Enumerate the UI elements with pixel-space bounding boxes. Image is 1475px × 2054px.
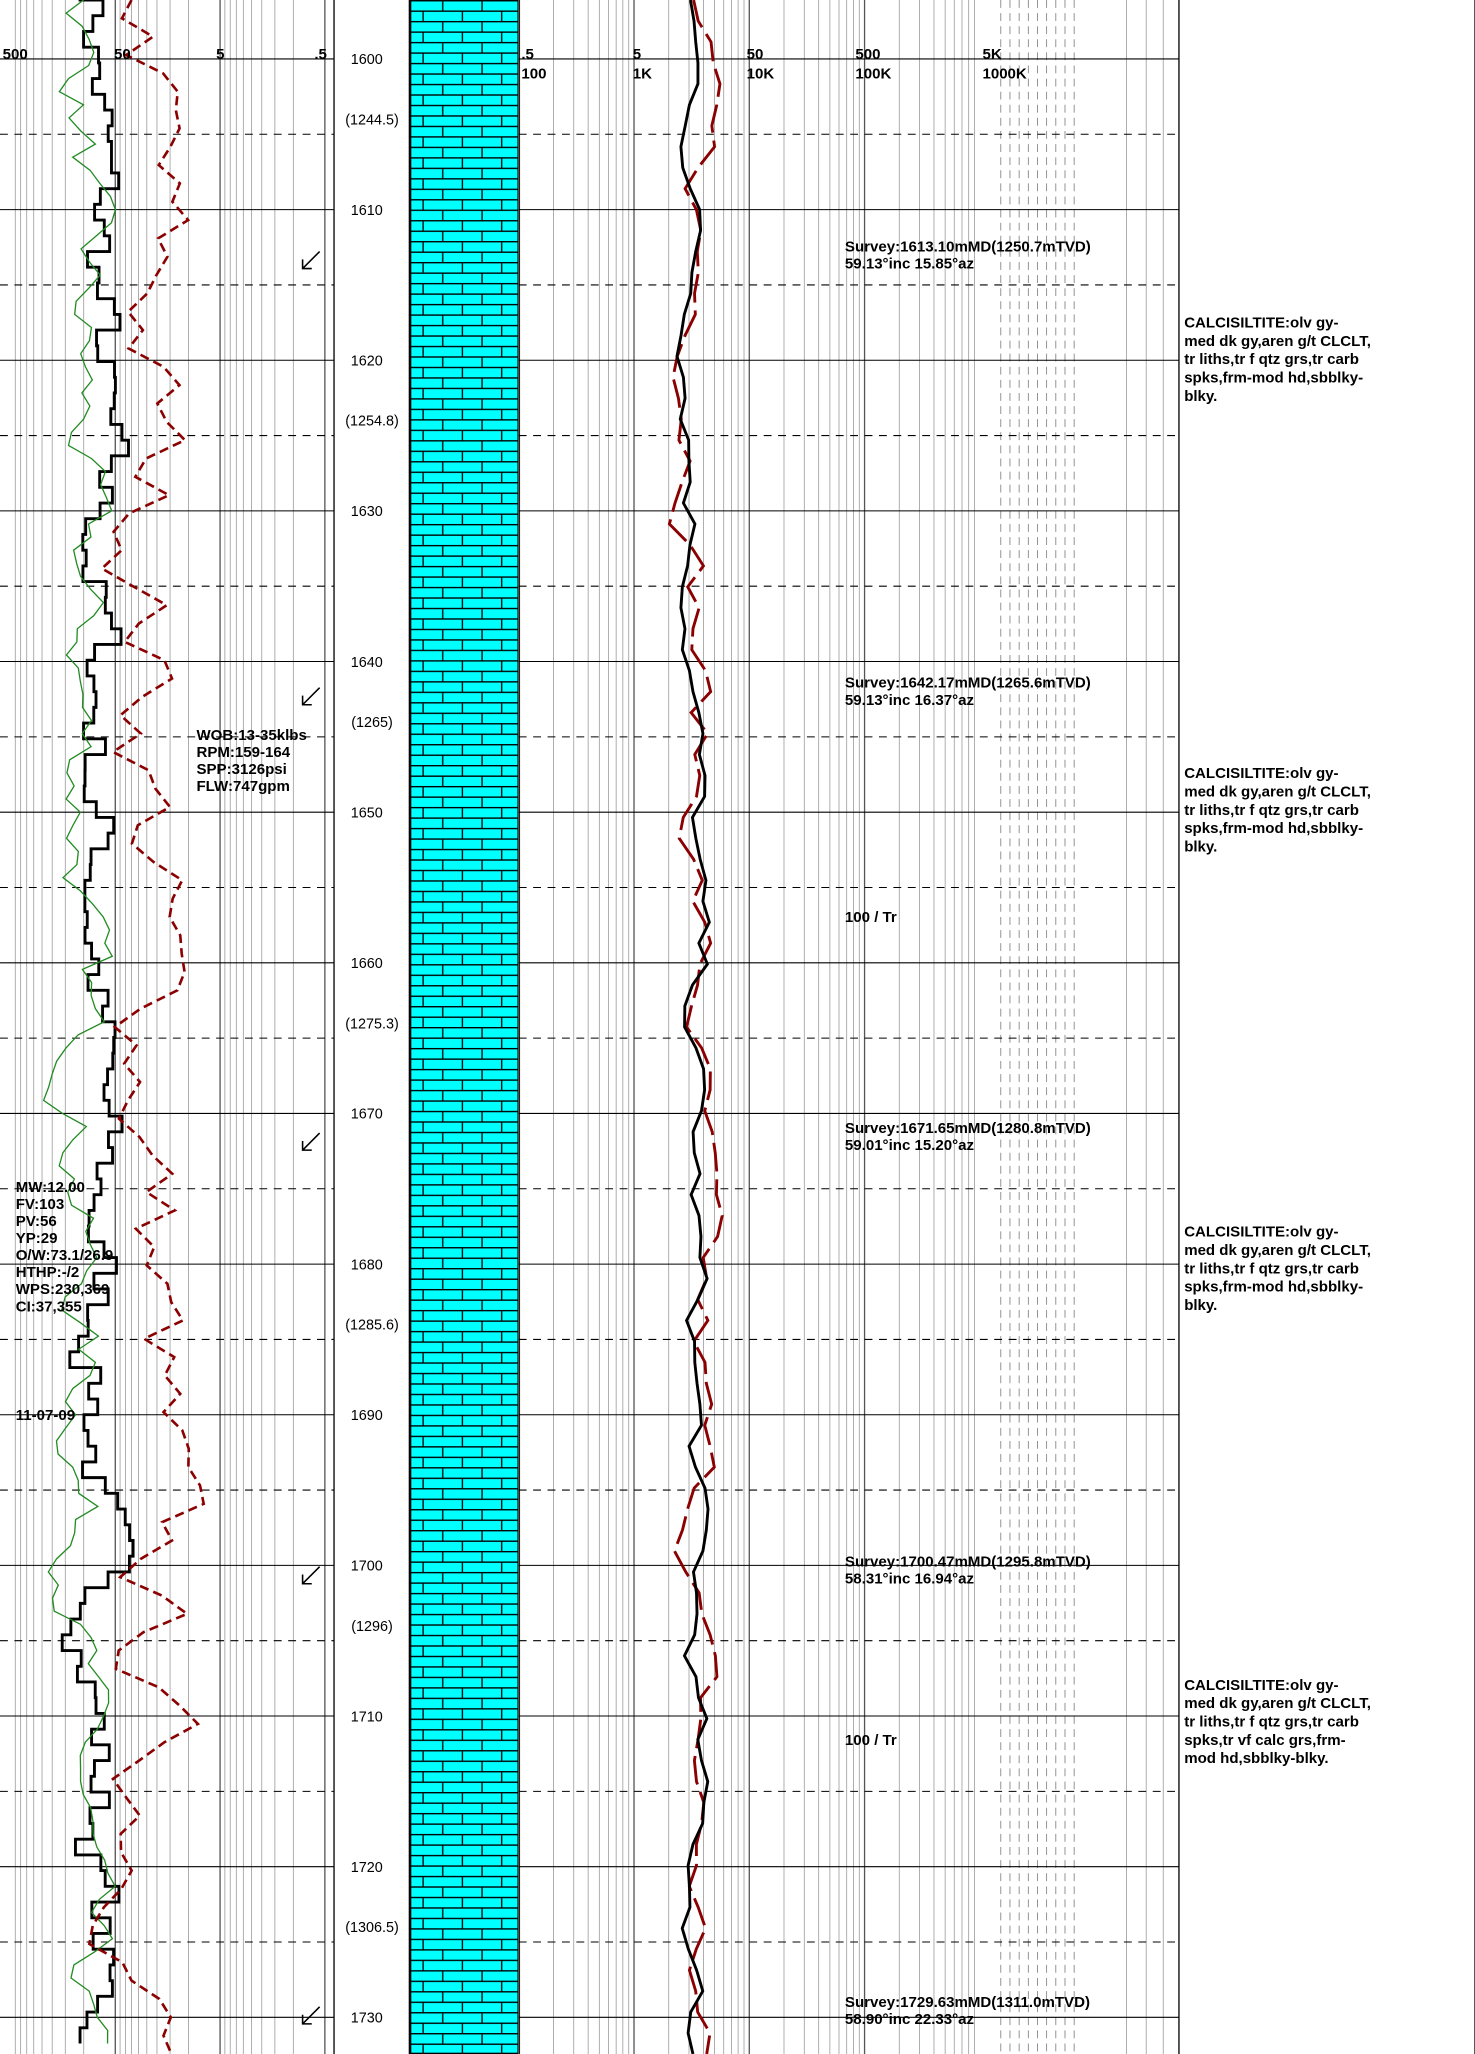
tvd-label: (1296)	[351, 1619, 393, 1635]
depth-label: 1700	[351, 1559, 383, 1575]
mud-property: YP:29	[16, 1230, 58, 1247]
lithology-description: mod hd,sbblky-blky.	[1184, 1750, 1328, 1767]
lithology-description: med dk gy,aren g/t CLCLT,	[1184, 1242, 1371, 1259]
survey-text: Survey:1613.10mMD(1250.7mTVD)	[845, 239, 1091, 256]
scale-label: 500	[855, 46, 880, 63]
survey-text: 58.90°inc 22.33°az	[845, 2011, 974, 2028]
show-label: 100 / Tr	[845, 1732, 897, 1749]
scale-label: 50	[114, 46, 131, 63]
lithology-description: med dk gy,aren g/t CLCLT,	[1184, 1695, 1371, 1712]
survey-text: Survey:1671.65mMD(1280.8mTVD)	[845, 1120, 1091, 1137]
depth-label: 1680	[351, 1257, 383, 1273]
depth-label: 1640	[351, 655, 383, 671]
show-label: 100 / Tr	[845, 909, 897, 926]
survey-text: 58.31°inc 16.94°az	[845, 1571, 974, 1588]
mud-log: 1600 1610 1620 1630 1640 1650 1660 1670 1680 1690…	[0, 0, 1475, 2054]
depth-label: 1690	[351, 1408, 383, 1424]
depth-label: 1650	[351, 805, 383, 821]
depth-label: 1600	[351, 52, 383, 68]
scale-label: 100K	[855, 66, 891, 83]
drilling-param: FLW:747gpm	[196, 778, 289, 795]
tvd-label: (1285.6)	[345, 1318, 399, 1334]
survey-text: Survey:1642.17mMD(1265.6mTVD)	[845, 675, 1091, 692]
lithology-description: CALCISILTITE:olv gy-	[1184, 314, 1338, 331]
survey-text: Survey:1700.47mMD(1295.8mTVD)	[845, 1554, 1091, 1571]
lithology-description: blky.	[1184, 1297, 1217, 1314]
mud-property: FV:103	[16, 1196, 65, 1213]
lithology-description: tr liths,tr f qtz grs,tr carb	[1184, 351, 1359, 368]
scale-label: 1K	[633, 66, 652, 83]
scale-label: 500	[3, 46, 28, 63]
depth-label: 1620	[351, 353, 383, 369]
drilling-param: SPP:3126psi	[196, 761, 286, 778]
depth-label: 1720	[351, 1860, 383, 1876]
survey-arrow	[303, 1567, 320, 1584]
mud-property: WPS:230,369	[16, 1281, 110, 1298]
log-curve	[677, 0, 709, 2054]
survey-text: 59.13°inc 15.85°az	[845, 256, 974, 273]
scale-label: 5	[216, 46, 224, 63]
drilling-param: RPM:159-164	[196, 744, 290, 761]
scale-label: 5	[633, 46, 641, 63]
date-label: 11-07-09	[16, 1407, 75, 1424]
depth-label: 1730	[351, 2011, 383, 2027]
mud-property: HTHP:-/2	[16, 1264, 80, 1281]
tvd-label: (1275.3)	[345, 1016, 399, 1032]
lithology-description: CALCISILTITE:olv gy-	[1184, 1224, 1338, 1241]
lithology-description: CALCISILTITE:olv gy-	[1184, 765, 1338, 782]
scale-label: 5K	[982, 46, 1001, 63]
depth-label: 1670	[351, 1107, 383, 1123]
lithology-description: CALCISILTITE:olv gy-	[1184, 1677, 1338, 1694]
lithology-description: med dk gy,aren g/t CLCLT,	[1184, 333, 1371, 350]
lithology-description: tr liths,tr f qtz grs,tr carb	[1184, 1714, 1359, 1731]
lithology-description: tr liths,tr f qtz grs,tr carb	[1184, 1260, 1359, 1277]
lithology-description: blky.	[1184, 838, 1217, 855]
lithology-description: spks,frm-mod hd,sbblky-	[1184, 820, 1363, 837]
survey-text: 59.01°inc 15.20°az	[845, 1137, 974, 1154]
lithology-description: spks,frm-mod hd,sbblky-	[1184, 1279, 1363, 1296]
lithology-description: tr liths,tr f qtz grs,tr carb	[1184, 802, 1359, 819]
mud-property: MW:12.00	[16, 1179, 85, 1196]
scale-label: 10K	[747, 66, 775, 83]
survey-arrow	[303, 1133, 320, 1150]
depth-label: 1610	[351, 203, 383, 219]
lithology-description: med dk gy,aren g/t CLCLT,	[1184, 783, 1371, 800]
scale-label: 100	[521, 66, 546, 83]
mud-property: PV:56	[16, 1213, 57, 1230]
lithology-description: blky.	[1184, 388, 1217, 405]
lithology-description: spks,frm-mod hd,sbblky-	[1184, 370, 1363, 387]
tvd-label: (1265)	[351, 715, 393, 731]
scale-label: .5	[314, 46, 327, 63]
drilling-param: WOB:13-35klbs	[196, 727, 306, 744]
scale-label: 50	[747, 46, 764, 63]
survey-arrow	[303, 252, 320, 269]
mud-property: CI:37,355	[16, 1298, 82, 1315]
depth-label: 1710	[351, 1709, 383, 1725]
tvd-label: (1306.5)	[345, 1920, 399, 1936]
labels: 1600 1610 1620 1630 1640 1650 1660 1670 1680 1690…	[3, 46, 1371, 2028]
scale-label: 1000K	[982, 66, 1026, 83]
mud-property: O/W:73.1/26.9	[16, 1247, 114, 1264]
depth-label: 1660	[351, 956, 383, 972]
lithology-column	[410, 0, 519, 2054]
survey-arrow	[303, 688, 320, 705]
survey-arrow	[303, 2007, 320, 2024]
depth-label: 1630	[351, 504, 383, 520]
log-curve	[44, 0, 116, 2044]
tvd-label: (1244.5)	[345, 112, 399, 128]
lithology-description: spks,tr vf calc grs,frm-	[1184, 1732, 1345, 1749]
scale-label: .5	[521, 46, 534, 63]
survey-text: 59.13°inc 16.37°az	[845, 692, 974, 709]
tvd-label: (1254.8)	[345, 414, 399, 430]
survey-text: Survey:1729.63mMD(1311.0mTVD)	[845, 1994, 1090, 2011]
